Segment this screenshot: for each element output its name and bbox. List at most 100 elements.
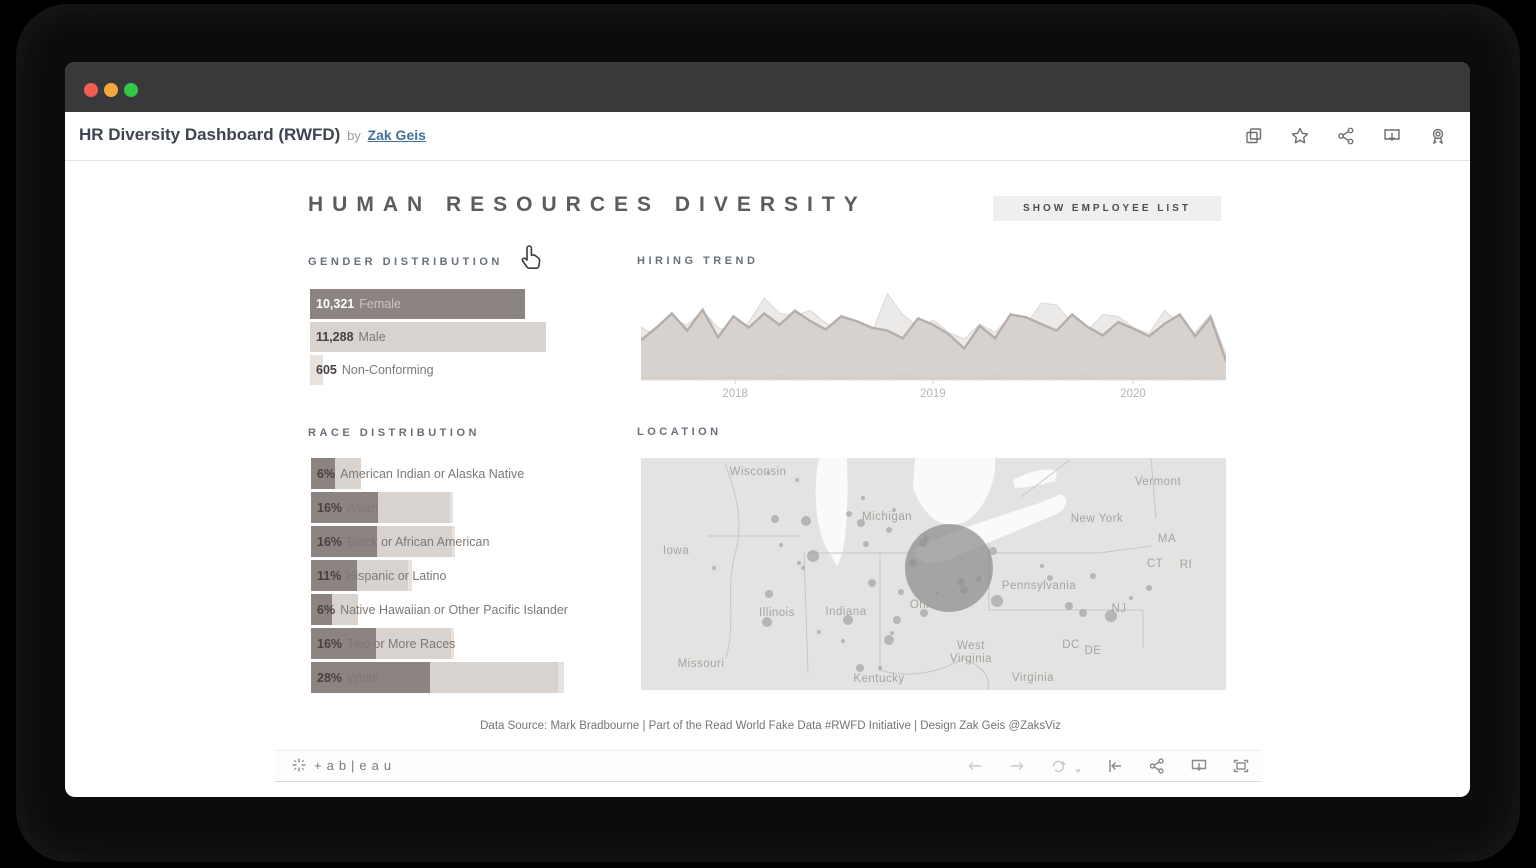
- state-label: DE: [1085, 645, 1102, 657]
- location-map[interactable]: Wisconsin Michigan Iowa Illinois Indiana Ohio…: [641, 457, 1226, 691]
- state-label: NJ: [1111, 603, 1126, 615]
- author-link[interactable]: Zak Geis: [367, 127, 426, 143]
- star-icon[interactable]: [1290, 126, 1310, 146]
- state-label: Pennsylvania: [1002, 580, 1077, 592]
- byline: by: [347, 128, 361, 143]
- city-dot: [1146, 585, 1152, 591]
- award-icon[interactable]: [1428, 126, 1448, 146]
- city-dot: [771, 515, 779, 523]
- replay-caret-icon[interactable]: [1074, 762, 1082, 773]
- undo-icon[interactable]: [966, 757, 984, 775]
- city-dot: [843, 615, 853, 625]
- browser-window: HR Diversity Dashboard (RWFD) by Zak Gei…: [65, 62, 1470, 797]
- download-icon[interactable]: [1382, 126, 1402, 146]
- state-label: Virginia: [950, 653, 992, 665]
- state-label: Vermont: [1135, 476, 1182, 488]
- show-employee-list-button[interactable]: SHOW EMPLOYEE LIST: [993, 196, 1221, 221]
- window-titlebar: [65, 62, 1470, 112]
- location-label: LOCATION: [637, 426, 722, 438]
- city-dot: [892, 508, 896, 512]
- city-dot: [991, 595, 1003, 607]
- duplicate-icon[interactable]: [1244, 126, 1264, 146]
- state-label: New York: [1071, 513, 1124, 525]
- state-label: Indiana: [825, 606, 866, 618]
- download-icon[interactable]: [1190, 757, 1208, 775]
- city-dot: [989, 547, 997, 555]
- tableau-logo[interactable]: +ab|eau: [291, 757, 396, 773]
- cleveland-bubble: [905, 524, 993, 612]
- city-dot: [765, 590, 773, 598]
- state-label: Michigan: [862, 511, 912, 523]
- city-dot: [886, 527, 892, 533]
- city-dot: [861, 496, 865, 500]
- state-label: CT: [1147, 558, 1163, 570]
- race-bar-row[interactable]: 16% Two or More Races: [311, 628, 641, 659]
- hiring-trend-chart[interactable]: 2018 2019 2020: [640, 285, 1228, 400]
- race-distribution-label: RACE DISTRIBUTION: [308, 427, 480, 439]
- city-dot: [797, 561, 801, 565]
- city-dot: [868, 579, 876, 587]
- minimize-window-button[interactable]: [104, 83, 118, 97]
- city-dot: [920, 609, 928, 617]
- hiring-trend-label: HIRING TREND: [637, 255, 759, 267]
- city-dot: [1105, 610, 1117, 622]
- city-dot: [846, 511, 852, 517]
- city-dot: [712, 566, 716, 570]
- city-dot: [856, 664, 864, 672]
- state-label: Wisconsin: [730, 466, 787, 478]
- race-bar-row[interactable]: 6% Native Hawaiian or Other Pacific Islan…: [311, 594, 641, 625]
- gender-bar-row[interactable]: 11,288 Male: [310, 322, 620, 352]
- state-label: Missouri: [678, 658, 725, 670]
- workbook-title: HR Diversity Dashboard (RWFD): [79, 125, 341, 144]
- trend-axis-tick-label: 2018: [722, 388, 748, 400]
- state-label: MA: [1158, 533, 1176, 545]
- city-dot: [1129, 596, 1133, 600]
- city-dot: [779, 543, 783, 547]
- race-bar-row[interactable]: 16% Black or African American: [311, 526, 641, 557]
- gender-bar-row[interactable]: 10,321 Female: [310, 289, 620, 319]
- fullscreen-icon[interactable]: [1232, 757, 1250, 775]
- redo-icon[interactable]: [1008, 757, 1026, 775]
- close-window-button[interactable]: [84, 83, 98, 97]
- gender-distribution-label: GENDER DISTRIBUTION: [308, 256, 503, 268]
- city-dot: [857, 519, 865, 527]
- trend-axis-tick-label: 2020: [1120, 388, 1146, 400]
- state-label: Illinois: [759, 607, 795, 619]
- race-bar-row[interactable]: 6% American Indian or Alaska Native: [311, 458, 641, 489]
- city-dot: [863, 541, 869, 547]
- city-dot: [841, 639, 845, 643]
- gender-bar-row[interactable]: 605 Non-Conforming: [310, 355, 620, 385]
- gender-bar-chart: 10,321 Female 11,288 Male 605 Non-Conforming: [310, 289, 620, 388]
- footer-credit: Data Source: Mark Bradbourne | Part of t…: [480, 720, 1061, 732]
- race-bar-row[interactable]: 16% Asian: [311, 492, 641, 523]
- state-label: Kentucky: [853, 673, 904, 685]
- state-label: Virginia: [1012, 672, 1054, 684]
- city-dot: [884, 635, 894, 645]
- toolbar-actions: [966, 751, 1250, 781]
- city-dot: [893, 616, 901, 624]
- zoom-window-button[interactable]: [124, 83, 138, 97]
- page-header: HR Diversity Dashboard (RWFD) by Zak Gei…: [65, 112, 1470, 161]
- dashboard-title: HUMAN RESOURCES DIVERSITY: [308, 193, 867, 216]
- city-dot: [795, 478, 799, 482]
- city-dot: [1065, 602, 1073, 610]
- share-icon[interactable]: [1148, 757, 1166, 775]
- state-label: West: [957, 640, 985, 652]
- trend-axis-tick-label: 2019: [920, 388, 946, 400]
- reset-icon[interactable]: [1106, 757, 1124, 775]
- page-title: HR Diversity Dashboard (RWFD) by Zak Gei…: [79, 125, 426, 145]
- race-bar-chart: 6% American Indian or Alaska Native 16% Asi…: [311, 458, 641, 696]
- share-icon[interactable]: [1336, 126, 1356, 146]
- replay-icon[interactable]: [1050, 757, 1068, 775]
- city-dot: [878, 666, 882, 670]
- city-dot: [801, 516, 811, 526]
- city-dot: [1040, 564, 1044, 568]
- race-bar-row[interactable]: 11% Hispanic or Latino: [311, 560, 641, 591]
- state-label: Ohio: [910, 599, 936, 611]
- city-dot: [898, 589, 904, 595]
- tableau-glyph-icon: [292, 758, 306, 772]
- race-bar-row[interactable]: 28% White: [311, 662, 641, 693]
- state-label: DC: [1062, 639, 1080, 651]
- city-dot: [817, 630, 821, 634]
